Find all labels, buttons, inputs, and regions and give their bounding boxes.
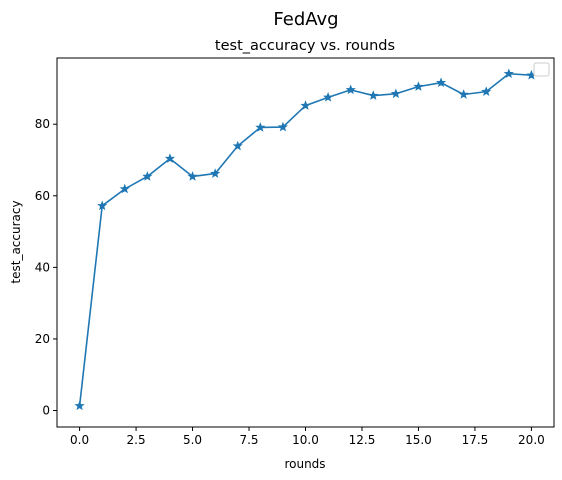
x-tick-label: 2.5 [127, 433, 146, 447]
x-tick-label: 15.0 [405, 433, 432, 447]
chart-title: test_accuracy vs. rounds [215, 38, 395, 54]
data-point-marker [277, 121, 288, 132]
data-point-marker [74, 400, 85, 411]
data-point-marker [164, 153, 176, 163]
y-tick-label: 60 [35, 189, 50, 203]
data-point-marker [503, 68, 514, 79]
y-tick-label: 0 [42, 404, 50, 418]
plot-area [74, 68, 537, 411]
data-point-marker [458, 89, 469, 99]
x-tick-label: 10.0 [292, 433, 319, 447]
data-point-marker [390, 88, 401, 99]
x-tick-label: 12.5 [349, 433, 376, 447]
x-tick-label: 17.5 [462, 433, 489, 447]
legend [533, 62, 550, 77]
figure-suptitle: FedAvg [273, 9, 338, 30]
data-point-marker [323, 92, 334, 102]
data-point-marker [97, 200, 108, 211]
x-tick-label: 7.5 [239, 433, 258, 447]
y-tick-label: 20 [35, 332, 50, 346]
data-point-marker [210, 168, 221, 178]
y-tick-label: 40 [35, 260, 50, 274]
data-point-marker [255, 122, 266, 132]
data-point-marker [300, 100, 311, 110]
y-tick-label: 80 [35, 117, 50, 131]
x-tick-label: 5.0 [183, 433, 202, 447]
data-point-marker [142, 171, 153, 181]
data-point-marker [413, 81, 424, 91]
legend-box [533, 62, 550, 77]
y-axis-label: test_accuracy [9, 200, 23, 283]
data-point-marker [187, 171, 198, 181]
x-axis-label: rounds [284, 457, 325, 471]
data-point-marker [435, 77, 447, 87]
data-point-marker [481, 86, 492, 96]
x-tick-label: 20.0 [518, 433, 545, 447]
data-point-marker [232, 140, 243, 151]
data-point-marker [345, 84, 356, 95]
data-point-marker [119, 183, 130, 194]
x-tick-label: 0.0 [70, 433, 89, 447]
data-point-marker [368, 90, 379, 100]
